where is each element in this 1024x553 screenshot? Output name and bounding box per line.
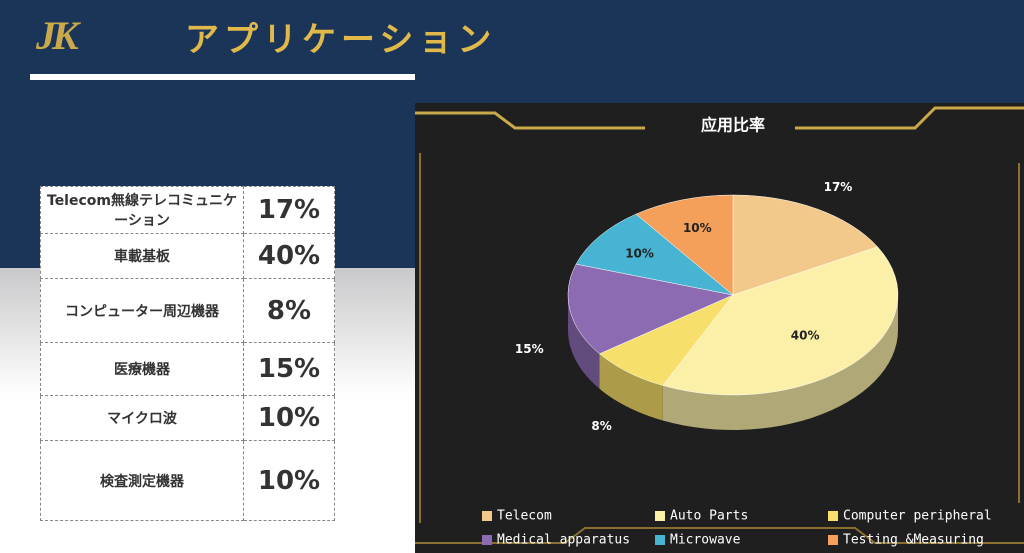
table-cell: 8% xyxy=(243,278,335,343)
data-label: 40% xyxy=(791,329,820,343)
data-label: 10% xyxy=(683,221,712,235)
chart-title: 应用比率 xyxy=(701,116,765,135)
pie-slice xyxy=(575,213,734,296)
pie-slice xyxy=(635,194,734,296)
table-cell: 車載基板 xyxy=(40,233,244,279)
pie-side xyxy=(568,295,600,389)
legend-label: Telecom xyxy=(497,509,552,524)
logo: JK xyxy=(36,13,79,58)
legend-label: Medical apparatus xyxy=(497,533,630,548)
legend-swatch xyxy=(828,535,838,545)
pie-side xyxy=(662,295,898,430)
data-label: 10% xyxy=(625,246,654,260)
legend-label: Testing &Measuring xyxy=(843,533,984,548)
decoration xyxy=(415,153,1024,544)
table-cell: コンピューター周辺機器 xyxy=(40,278,244,343)
table-row: Telecom無線テレコミュニケーション 17% xyxy=(40,186,335,234)
legend-label: Microwave xyxy=(670,533,741,548)
decoration xyxy=(415,106,1024,130)
legend-swatch xyxy=(655,535,665,545)
table-row: 医療機器 15% xyxy=(40,342,335,396)
table-cell: 検査測定機器 xyxy=(40,440,244,521)
table-cell: 10% xyxy=(243,395,335,441)
page-title: アプリケーション xyxy=(185,20,497,60)
pie-slice xyxy=(732,194,879,296)
table-cell: Telecom無線テレコミュニケーション xyxy=(40,186,244,234)
legend-swatch xyxy=(655,511,665,521)
table-row: コンピューター周辺機器 8% xyxy=(40,278,335,343)
table-cell: 17% xyxy=(243,186,335,234)
legend-swatch xyxy=(482,535,492,545)
data-label: 15% xyxy=(515,342,544,356)
chart: 应用比率 17% 40% 8% 15% 10% 10% Telecom Auto Parts C… xyxy=(415,103,1024,553)
legend-swatch xyxy=(828,511,838,521)
data-label: 8% xyxy=(591,419,611,433)
data-label: 17% xyxy=(824,180,853,194)
table-cell: 医療機器 xyxy=(40,342,244,396)
pie-slice xyxy=(662,246,899,396)
legend-label: Auto Parts xyxy=(670,509,748,524)
table-cell: マイクロ波 xyxy=(40,395,244,441)
table-row: マイクロ波 10% xyxy=(40,395,335,441)
table-cell: 40% xyxy=(243,233,335,279)
table-row: 車載基板 40% xyxy=(40,233,335,279)
legend-swatch xyxy=(482,511,492,521)
table-cell: 10% xyxy=(243,440,335,521)
pie-side xyxy=(599,353,663,421)
table-row: 検査測定機器 10% xyxy=(40,440,335,521)
pie-slice xyxy=(567,263,734,355)
legend-label: Computer peripheral xyxy=(843,509,992,524)
table-cell: 15% xyxy=(243,342,335,396)
application-table: Telecom無線テレコミュニケーション 17% 車載基板 40% コンピューター周辺機… xyxy=(40,186,335,521)
title-underline xyxy=(30,74,415,80)
